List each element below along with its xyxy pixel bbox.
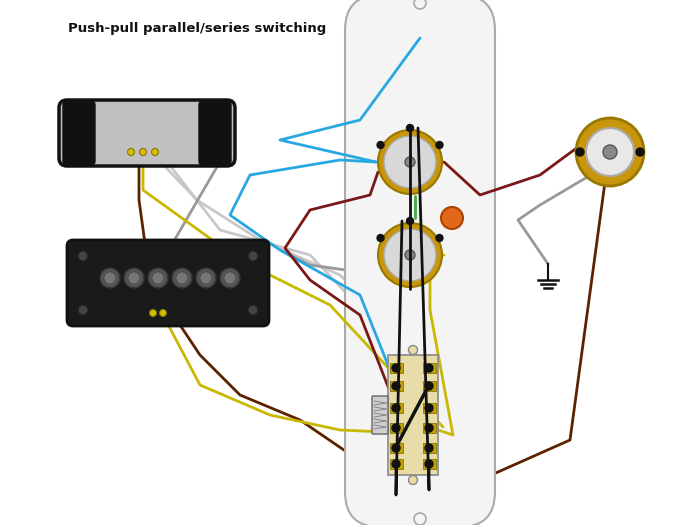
Circle shape [392, 460, 400, 468]
Circle shape [405, 250, 415, 260]
Circle shape [636, 148, 644, 156]
Bar [390, 459, 403, 469]
Circle shape [392, 424, 400, 432]
Circle shape [576, 118, 644, 186]
Bar [423, 381, 436, 391]
Circle shape [172, 268, 192, 288]
Circle shape [196, 268, 216, 288]
Circle shape [407, 124, 414, 131]
Circle shape [128, 272, 140, 284]
Bar [388, 355, 438, 475]
Bar [390, 423, 403, 433]
Circle shape [152, 272, 164, 284]
Bar [423, 403, 436, 413]
Circle shape [377, 142, 384, 149]
FancyBboxPatch shape [372, 396, 388, 434]
Circle shape [100, 268, 120, 288]
Circle shape [414, 513, 426, 525]
Circle shape [248, 251, 258, 261]
FancyBboxPatch shape [199, 101, 231, 165]
Circle shape [127, 149, 134, 155]
Circle shape [586, 128, 634, 176]
Text: Push-pull parallel/series switching: Push-pull parallel/series switching [68, 22, 326, 35]
Circle shape [392, 382, 400, 390]
Circle shape [425, 460, 433, 468]
Circle shape [384, 229, 436, 281]
Circle shape [392, 364, 400, 372]
Circle shape [405, 157, 415, 167]
Circle shape [248, 305, 258, 315]
FancyBboxPatch shape [345, 0, 495, 525]
Circle shape [78, 251, 88, 261]
Circle shape [150, 310, 157, 317]
Circle shape [220, 268, 240, 288]
Bar [390, 403, 403, 413]
Circle shape [441, 207, 463, 229]
Circle shape [425, 444, 433, 452]
Circle shape [224, 272, 236, 284]
Circle shape [414, 0, 426, 9]
Circle shape [378, 130, 442, 194]
Bar [423, 363, 436, 373]
Circle shape [407, 217, 414, 225]
Circle shape [392, 404, 400, 412]
Bar [423, 459, 436, 469]
Circle shape [436, 142, 443, 149]
FancyBboxPatch shape [59, 100, 235, 166]
Circle shape [425, 424, 433, 432]
Circle shape [377, 235, 384, 242]
Bar [390, 363, 403, 373]
Bar [390, 381, 403, 391]
Circle shape [425, 382, 433, 390]
Circle shape [139, 149, 146, 155]
Circle shape [436, 235, 443, 242]
Circle shape [104, 272, 116, 284]
Circle shape [392, 444, 400, 452]
Circle shape [409, 345, 417, 354]
Circle shape [425, 404, 433, 412]
Circle shape [124, 268, 144, 288]
Circle shape [160, 310, 167, 317]
Circle shape [576, 148, 584, 156]
Circle shape [148, 268, 168, 288]
Circle shape [176, 272, 188, 284]
Bar [390, 443, 403, 453]
Circle shape [78, 305, 88, 315]
Circle shape [384, 136, 436, 188]
Circle shape [603, 145, 617, 159]
Bar [423, 443, 436, 453]
Circle shape [378, 223, 442, 287]
Bar [423, 423, 436, 433]
Circle shape [200, 272, 212, 284]
Circle shape [425, 364, 433, 372]
Circle shape [409, 476, 417, 485]
FancyBboxPatch shape [67, 240, 269, 326]
FancyBboxPatch shape [63, 101, 95, 165]
Circle shape [151, 149, 158, 155]
